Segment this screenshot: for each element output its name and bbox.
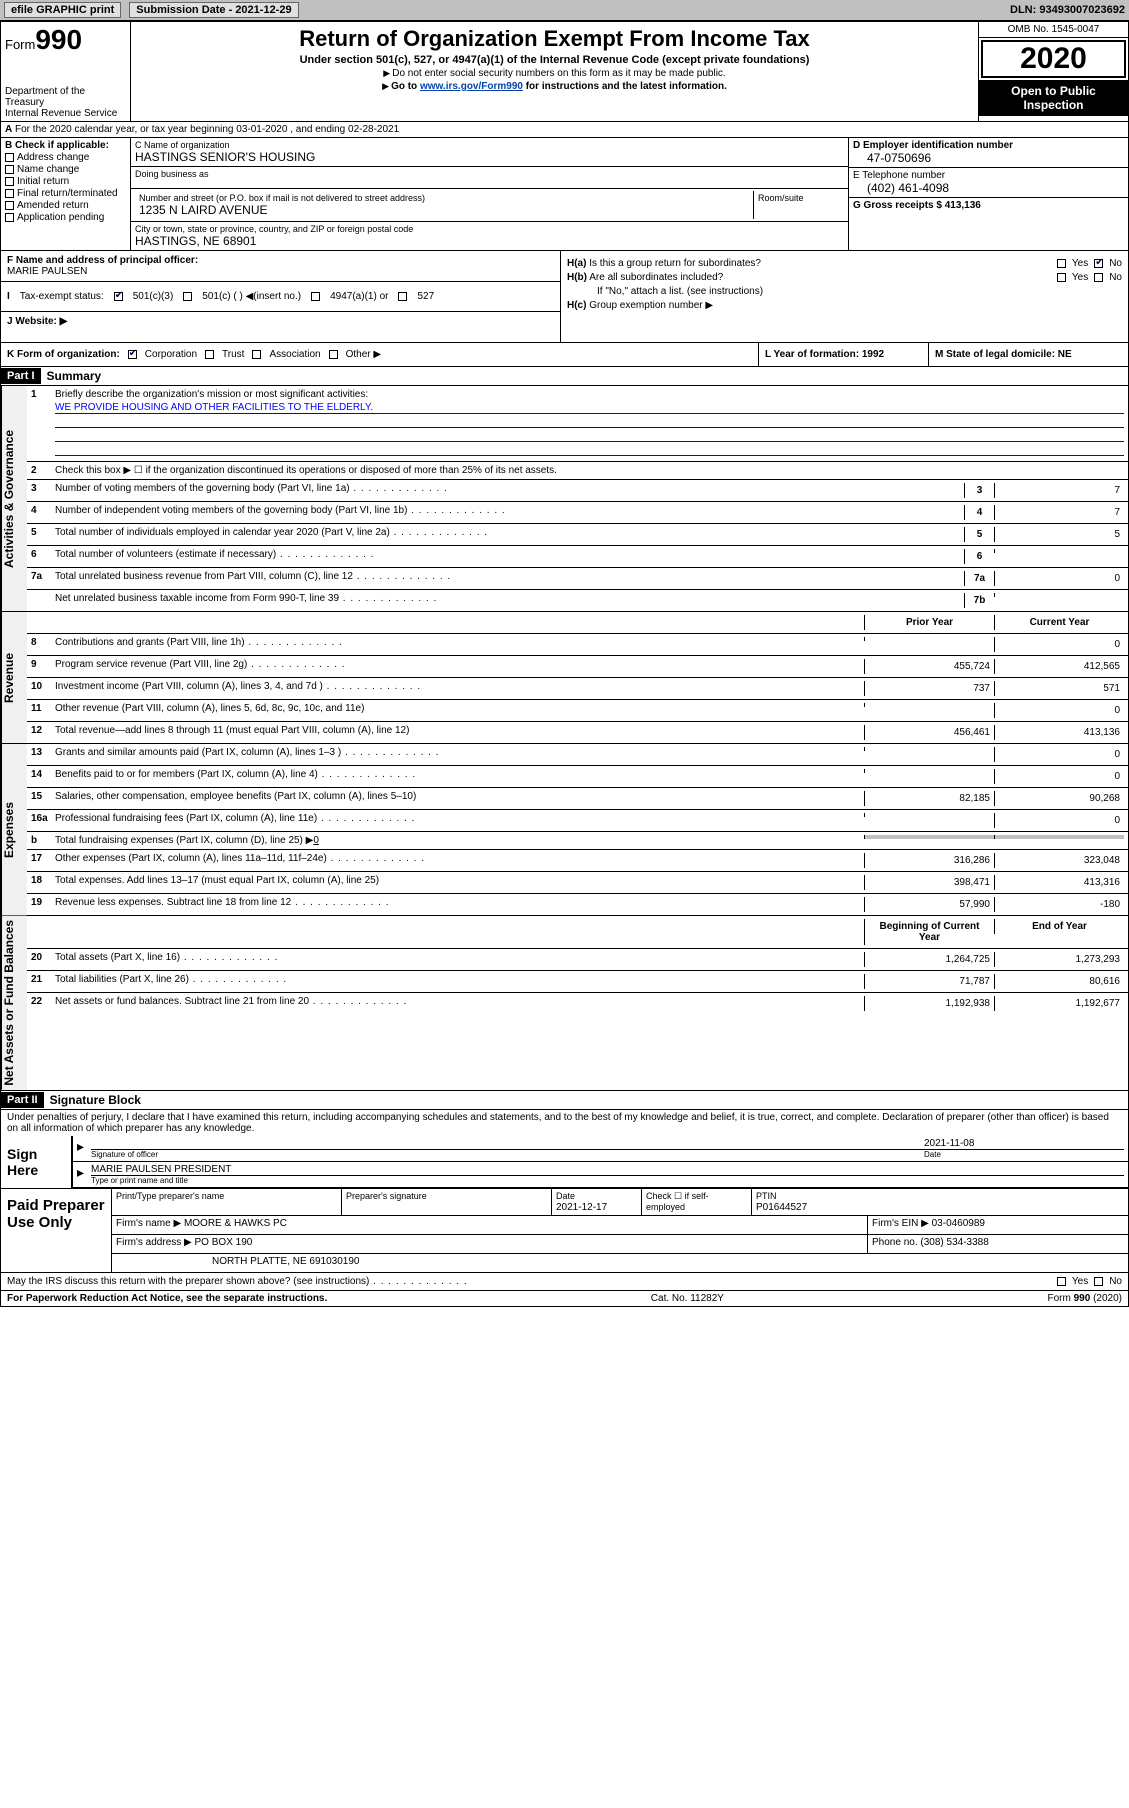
org-name-label: C Name of organization xyxy=(135,140,844,150)
ein-value: 47-0750696 xyxy=(853,151,1124,165)
firm-name: MOORE & HAWKS PC xyxy=(184,1218,287,1229)
dept-label: Department of the Treasury xyxy=(5,86,126,108)
v5: 5 xyxy=(994,527,1124,542)
form-title: Return of Organization Exempt From Incom… xyxy=(137,26,972,52)
chk-initial-return[interactable] xyxy=(5,177,14,186)
footer-formref: Form 990 (2020) xyxy=(1048,1293,1122,1304)
state-domicile: M State of legal domicile: NE xyxy=(928,343,1128,366)
street-value: 1235 N LAIRD AVENUE xyxy=(139,203,749,217)
chk-501c[interactable] xyxy=(183,292,192,301)
officer-label: F Name and address of principal officer: xyxy=(7,255,198,266)
line3: Number of voting members of the governin… xyxy=(55,483,964,494)
chk-4947[interactable] xyxy=(311,292,320,301)
form-header: Form990 Department of the Treasury Inter… xyxy=(1,22,1128,122)
tel-value: (402) 461-4098 xyxy=(853,181,1124,195)
chk-address-change[interactable] xyxy=(5,153,14,162)
irs-label: Internal Revenue Service xyxy=(5,108,126,119)
ha-yes[interactable] xyxy=(1057,259,1066,268)
chk-name-change[interactable] xyxy=(5,165,14,174)
chk-application-pending[interactable] xyxy=(5,213,14,222)
part2-title: Signature Block xyxy=(44,1091,147,1109)
dln-label: DLN: 93493007023692 xyxy=(1010,4,1125,16)
vtab-netassets: Net Assets or Fund Balances xyxy=(1,916,27,1090)
form-container: Form990 Department of the Treasury Inter… xyxy=(0,21,1129,1307)
discuss-question: May the IRS discuss this return with the… xyxy=(7,1276,1057,1287)
discuss-yes[interactable] xyxy=(1057,1277,1066,1286)
hdr-end: End of Year xyxy=(994,919,1124,934)
line2: Check this box ▶ ☐ if the organization d… xyxy=(55,465,1124,476)
chk-assoc[interactable] xyxy=(252,350,261,359)
hb-yes[interactable] xyxy=(1057,273,1066,282)
officer-name: MARIE PAULSEN xyxy=(7,266,87,277)
line1-label: Briefly describe the organization's miss… xyxy=(55,389,368,400)
line7b: Net unrelated business taxable income fr… xyxy=(55,593,964,604)
top-toolbar: efile GRAPHIC print Submission Date - 20… xyxy=(0,0,1129,21)
hdr-begin: Beginning of Current Year xyxy=(864,919,994,945)
chk-corp[interactable] xyxy=(128,350,137,359)
footer-catno: Cat. No. 11282Y xyxy=(651,1293,724,1304)
col-b-checkboxes: B Check if applicable: Address change Na… xyxy=(1,138,131,250)
v7a: 0 xyxy=(994,571,1124,586)
hdr-prior: Prior Year xyxy=(864,615,994,630)
org-name: HASTINGS SENIOR'S HOUSING xyxy=(135,150,844,164)
omb-number: OMB No. 1545-0047 xyxy=(979,22,1128,38)
v7b xyxy=(994,593,1124,597)
hb-no[interactable] xyxy=(1094,273,1103,282)
gross-receipts: G Gross receipts $ 413,136 xyxy=(849,198,1128,220)
submission-date-button[interactable]: Submission Date - 2021-12-29 xyxy=(129,2,298,18)
ha-no[interactable] xyxy=(1094,259,1103,268)
chk-amended[interactable] xyxy=(5,201,14,210)
inspection-badge: Open to Public Inspection xyxy=(979,80,1128,116)
v3: 7 xyxy=(994,483,1124,498)
note-link: Go to www.irs.gov/Form990 for instructio… xyxy=(137,81,972,92)
line7a: Total unrelated business revenue from Pa… xyxy=(55,571,964,582)
line4: Number of independent voting members of … xyxy=(55,505,964,516)
chk-527[interactable] xyxy=(398,292,407,301)
footer-left: For Paperwork Reduction Act Notice, see … xyxy=(7,1293,327,1304)
line6: Total number of volunteers (estimate if … xyxy=(55,549,964,560)
form-word: Form xyxy=(5,37,35,52)
hdr-curr: Current Year xyxy=(994,615,1124,630)
form-subtitle: Under section 501(c), 527, or 4947(a)(1)… xyxy=(137,54,972,66)
efile-print-button[interactable]: efile GRAPHIC print xyxy=(4,2,121,18)
paid-preparer-label: Paid Preparer Use Only xyxy=(1,1189,111,1272)
city-label: City or town, state or province, country… xyxy=(135,224,844,234)
part1-title: Summary xyxy=(41,367,108,385)
v4: 7 xyxy=(994,505,1124,520)
part2-header: Part II xyxy=(1,1092,44,1108)
mission-text: WE PROVIDE HOUSING AND OTHER FACILITIES … xyxy=(55,402,1124,414)
city-value: HASTINGS, NE 68901 xyxy=(135,234,844,248)
signer-name: MARIE PAULSEN PRESIDENT xyxy=(91,1164,231,1175)
v6 xyxy=(994,549,1124,553)
vtab-expenses: Expenses xyxy=(1,744,27,915)
note-ssn: Do not enter social security numbers on … xyxy=(137,68,972,79)
form-number: 990 xyxy=(35,24,82,55)
website-label: Website: ▶ xyxy=(15,316,67,327)
chk-other[interactable] xyxy=(329,350,338,359)
tax-status-label: Tax-exempt status: xyxy=(20,291,104,302)
room-label: Room/suite xyxy=(754,191,844,219)
sign-here-label: Sign Here xyxy=(1,1136,71,1188)
ein-label: D Employer identification number xyxy=(853,140,1013,151)
perjury-intro: Under penalties of perjury, I declare th… xyxy=(1,1110,1128,1136)
chk-final-return[interactable] xyxy=(5,189,14,198)
part1-header: Part I xyxy=(1,368,41,384)
line5: Total number of individuals employed in … xyxy=(55,527,964,538)
irs-link[interactable]: www.irs.gov/Form990 xyxy=(420,81,523,92)
tel-label: E Telephone number xyxy=(853,170,945,181)
hb-note: If "No," attach a list. (see instruction… xyxy=(567,286,1122,297)
chk-trust[interactable] xyxy=(205,350,214,359)
year-formation: L Year of formation: 1992 xyxy=(758,343,928,366)
vtab-revenue: Revenue xyxy=(1,612,27,743)
street-label: Number and street (or P.O. box if mail i… xyxy=(139,193,749,203)
dba-label: Doing business as xyxy=(135,169,844,179)
chk-501c3[interactable] xyxy=(114,292,123,301)
tax-year: 2020 xyxy=(981,40,1126,78)
discuss-no[interactable] xyxy=(1094,1277,1103,1286)
row-a-taxyear: A For the 2020 calendar year, or tax yea… xyxy=(1,122,1128,138)
vtab-activities: Activities & Governance xyxy=(1,386,27,611)
